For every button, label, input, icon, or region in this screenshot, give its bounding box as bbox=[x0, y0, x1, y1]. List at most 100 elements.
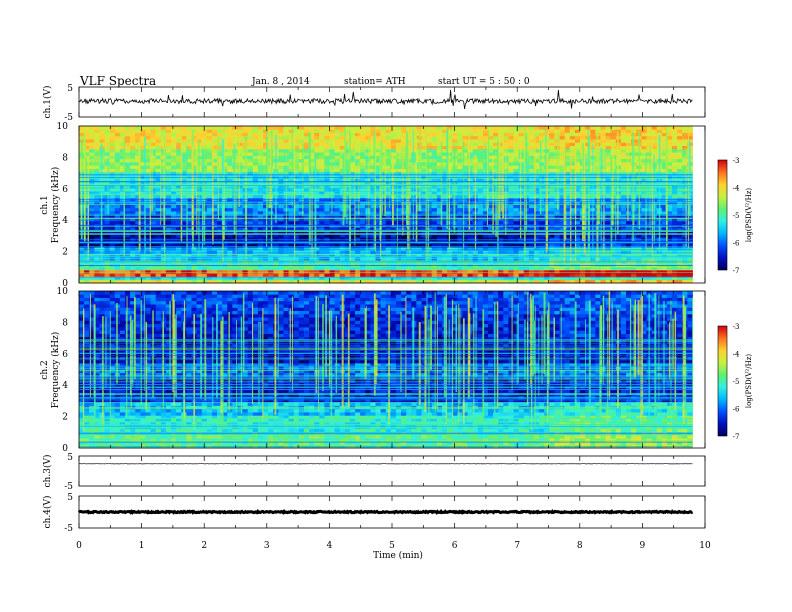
spectrogram-cell bbox=[329, 129, 336, 133]
spectrogram-cell bbox=[472, 148, 479, 153]
spectrogram-cell bbox=[181, 139, 187, 143]
spectrogram-cell bbox=[84, 155, 90, 160]
spectrogram-cell bbox=[298, 129, 305, 133]
spectrogram-cell bbox=[293, 224, 300, 228]
spectrogram-cell bbox=[493, 243, 499, 248]
spectrogram-cell bbox=[339, 135, 346, 140]
spectrogram-cell bbox=[104, 126, 111, 130]
spectrogram-cell bbox=[119, 191, 126, 196]
spectrogram-cell bbox=[247, 237, 254, 241]
spectrogram-cell bbox=[165, 139, 172, 143]
spectrogram-cell bbox=[523, 233, 530, 238]
spectrogram-cell bbox=[206, 158, 213, 163]
spectrogram-cell bbox=[523, 253, 530, 258]
spectrogram-cell bbox=[549, 233, 555, 238]
spectrogram-cell bbox=[257, 253, 264, 258]
spectrogram-cell bbox=[452, 276, 458, 281]
spectrogram-cell bbox=[487, 161, 494, 166]
spectrogram-cell bbox=[145, 220, 151, 225]
spectrogram-cell bbox=[252, 220, 259, 225]
spectrogram-cell bbox=[457, 207, 463, 212]
spectrogram-cell bbox=[416, 243, 422, 248]
spectrogram-cell bbox=[288, 178, 295, 182]
spectrogram-cell bbox=[462, 145, 468, 150]
spectrogram-cell bbox=[477, 269, 484, 274]
spectrogram-cell bbox=[119, 260, 126, 264]
spectrogram-cell bbox=[600, 194, 606, 199]
spectrogram-cell bbox=[242, 126, 249, 130]
spectrogram-cell bbox=[314, 214, 320, 218]
spectrogram-cell bbox=[508, 188, 514, 192]
spectrogram-cell bbox=[457, 184, 463, 189]
spectrogram-cell bbox=[217, 129, 223, 133]
spectrogram-cell bbox=[298, 227, 305, 232]
spectrogram-cell bbox=[150, 211, 157, 215]
spectrogram-cell bbox=[84, 197, 90, 202]
spectrogram-cell bbox=[513, 217, 520, 222]
spectrogram-cell bbox=[344, 269, 351, 274]
spectrogram-cell bbox=[119, 269, 126, 274]
spectrogram-cell bbox=[242, 276, 249, 281]
spectrogram-cell bbox=[401, 139, 407, 143]
spectrogram-cell bbox=[155, 224, 162, 228]
spectrogram-cell bbox=[263, 139, 269, 143]
spectrogram-cell bbox=[79, 279, 85, 284]
spectrogram-cell bbox=[426, 220, 433, 225]
spectrogram-cell bbox=[549, 175, 555, 179]
spectrogram-cell bbox=[283, 132, 289, 137]
spectrogram-cell bbox=[329, 276, 336, 281]
spectrogram-cell bbox=[181, 191, 187, 196]
spectrogram-cell bbox=[513, 161, 520, 166]
spectrogram-cell bbox=[191, 194, 197, 199]
ch1-spectrogram-image bbox=[79, 126, 705, 284]
spectrogram-cell bbox=[334, 145, 341, 150]
spectrogram-cell bbox=[201, 273, 208, 277]
spectrogram-cell bbox=[150, 142, 157, 147]
spectrogram-cell bbox=[140, 233, 146, 238]
spectrogram-cell bbox=[94, 269, 100, 274]
spectrogram-cell bbox=[288, 204, 295, 209]
spectrogram-cell bbox=[324, 148, 330, 153]
spectrogram-cell bbox=[523, 247, 530, 251]
spectrogram-cell bbox=[84, 276, 90, 281]
spectrogram-cell bbox=[375, 207, 382, 212]
spectrogram-cell bbox=[288, 126, 295, 130]
spectrogram-cell bbox=[477, 135, 484, 140]
spectrogram-cell bbox=[569, 279, 576, 284]
spectrogram-cell bbox=[528, 135, 535, 140]
spectrogram-cell bbox=[191, 279, 197, 284]
spectrogram-cell bbox=[201, 250, 208, 254]
spectrogram-cell bbox=[441, 188, 448, 192]
spectrogram-cell bbox=[252, 181, 259, 186]
spectrogram-cell bbox=[242, 230, 249, 235]
spectrogram-cell bbox=[237, 279, 243, 284]
spectrogram-cell bbox=[206, 224, 213, 228]
spectrogram-cell bbox=[293, 142, 300, 147]
spectrogram-cell bbox=[130, 145, 136, 150]
spectrogram-cell bbox=[211, 184, 218, 189]
ch1-trace bbox=[78, 89, 693, 110]
spectrogram-cell bbox=[135, 243, 141, 248]
spectrogram-cell bbox=[416, 217, 422, 222]
spectrogram-cell bbox=[79, 260, 85, 264]
spectrogram-cell bbox=[247, 181, 254, 186]
spectrogram-cell bbox=[493, 129, 499, 133]
spectrogram-cell bbox=[574, 132, 581, 137]
spectrogram-cell bbox=[411, 230, 417, 235]
spectrogram-cell bbox=[140, 168, 146, 173]
spectrogram-cell bbox=[217, 269, 223, 274]
spectrogram-cell bbox=[268, 260, 274, 264]
spectrogram-cell bbox=[181, 135, 187, 140]
spectrogram-cell bbox=[114, 217, 121, 222]
spectrogram-cell bbox=[135, 233, 141, 238]
spectrogram-cell bbox=[436, 224, 443, 228]
spectrogram-cell bbox=[498, 142, 504, 147]
spectrogram-cell bbox=[227, 145, 233, 150]
spectrogram-cell bbox=[441, 273, 448, 277]
spectrogram-cell bbox=[498, 191, 504, 196]
spectrogram-cell bbox=[227, 129, 233, 133]
spectrogram-cell bbox=[487, 158, 494, 163]
spectrogram-cell bbox=[600, 139, 606, 143]
spectrogram-cell bbox=[227, 227, 233, 232]
spectrogram-cell bbox=[293, 194, 300, 199]
